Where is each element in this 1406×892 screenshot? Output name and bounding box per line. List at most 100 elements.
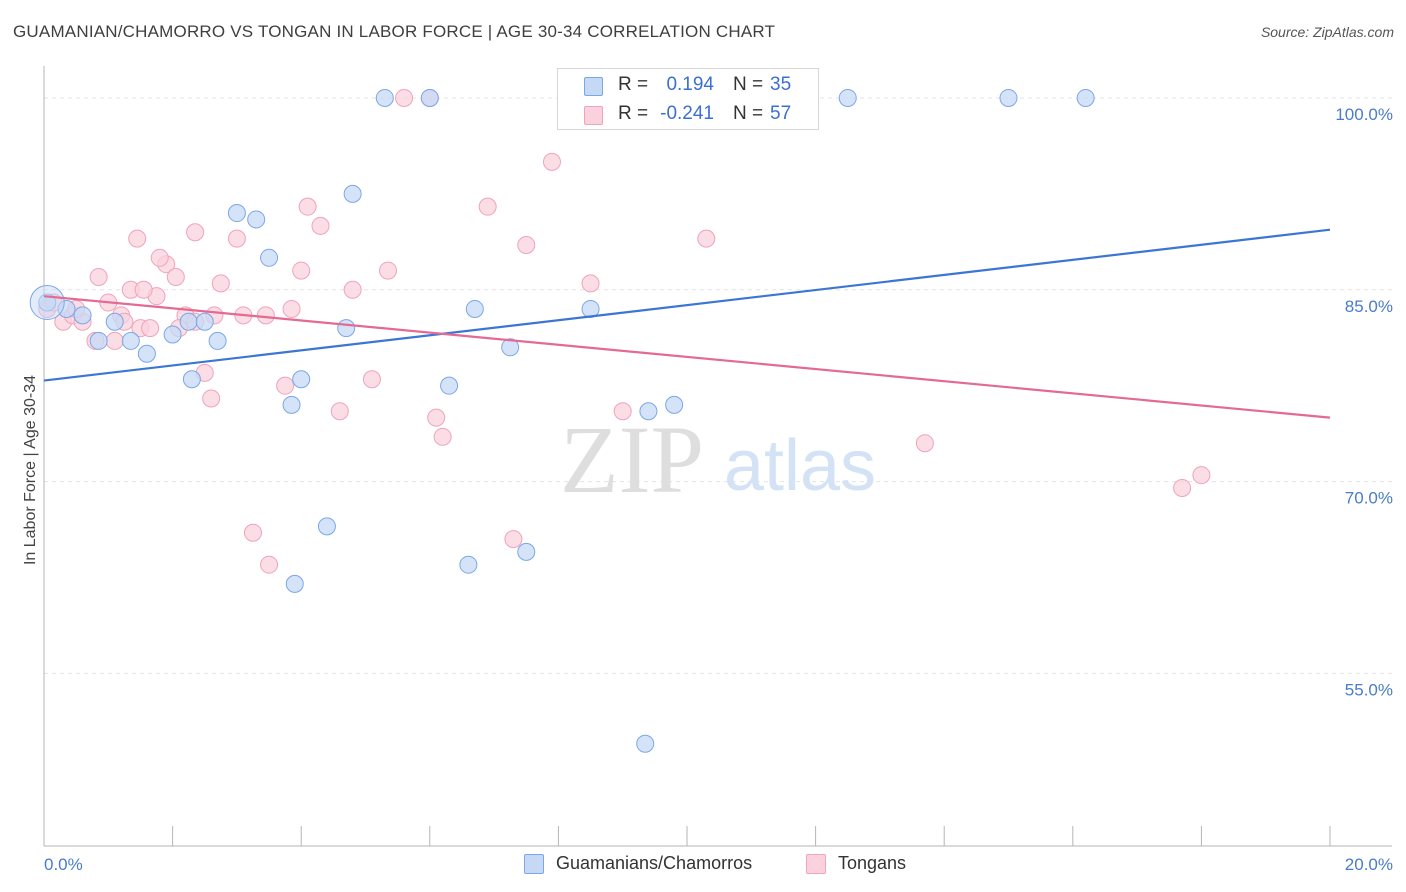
tongan-point: [613, 402, 632, 421]
source-label: Source: ZipAtlas.com: [1260, 24, 1394, 40]
r-value: -0.241: [660, 103, 714, 124]
n-label: N =: [733, 74, 764, 95]
tongan-point: [433, 427, 452, 446]
tongan-point: [478, 197, 497, 216]
tongan-point: [581, 274, 600, 293]
r-label: R =: [618, 103, 649, 124]
tongan-point: [202, 389, 221, 408]
y-tick-label: 55.0%: [1345, 680, 1393, 699]
tongan-point: [243, 523, 262, 542]
guamanian-point: [282, 395, 301, 414]
tongan-point: [227, 229, 246, 248]
grid-lines: [44, 97, 1392, 674]
tongan-point: [395, 88, 414, 107]
guamanian-point: [420, 88, 439, 107]
tongan-point: [504, 530, 523, 549]
tongan-point: [311, 216, 330, 235]
guamanian-point: [1076, 88, 1095, 107]
guamanian-point: [163, 325, 182, 344]
guamanian-point: [636, 734, 655, 753]
tongan-point: [379, 261, 398, 280]
guamanian-point: [375, 88, 394, 107]
y-tick-label: 100.0%: [1335, 105, 1393, 124]
tongan-point: [292, 261, 311, 280]
guamanian-point: [247, 210, 266, 229]
tongan-point: [211, 274, 230, 293]
axes: [43, 66, 1392, 847]
trend-lines: [43, 228, 1331, 419]
n-value: 35: [770, 74, 792, 95]
guamanian-point: [440, 376, 459, 395]
legend-label: Tongans: [838, 853, 907, 873]
guamanian-point: [337, 319, 356, 338]
tongan-point: [915, 434, 934, 453]
tongan-point: [298, 197, 317, 216]
y-tick-label: 85.0%: [1345, 297, 1393, 316]
y-tick-label: 70.0%: [1345, 489, 1393, 508]
stats-row-tongan: R = -0.241 N = 57: [558, 100, 818, 130]
tongan-point: [343, 280, 362, 299]
n-value: 57: [770, 103, 792, 124]
guamanian-point: [260, 248, 279, 267]
tongan-point: [89, 267, 108, 286]
tongan-point: [1192, 466, 1211, 485]
guamanian-trend-line: [43, 228, 1331, 382]
guamanian-point: [317, 517, 336, 536]
watermark-zip: ZIP: [560, 406, 704, 513]
tongan-point: [105, 331, 124, 350]
series-legend: Guamanians/Chamorros Tongans: [0, 851, 1406, 879]
tongan-point: [141, 319, 160, 338]
watermark: ZIP atlas: [560, 406, 876, 513]
tongan-point: [256, 306, 275, 325]
y-axis-label: In Labor Force | Age 30-34: [22, 375, 39, 565]
guamanian-point: [517, 542, 536, 561]
guamanian-point: [501, 338, 520, 357]
r-label: R =: [618, 74, 649, 95]
guamanian-point: [459, 555, 478, 574]
guamanian-point: [182, 370, 201, 389]
tongan-point: [517, 236, 536, 255]
stats-row-guamanian: R = 0.194 N = 35: [558, 71, 818, 101]
data-points: [29, 88, 1211, 753]
guamanian-point: [121, 331, 140, 350]
guamanian-point: [105, 312, 124, 331]
pink-swatch-icon: [584, 106, 603, 125]
tongan-point: [166, 267, 185, 286]
r-value: 0.194: [666, 74, 714, 95]
tongan-point: [427, 408, 446, 427]
watermark-atlas: atlas: [724, 426, 876, 506]
tongan-point: [1173, 478, 1192, 497]
legend-label: Guamanians/Chamorros: [556, 853, 753, 873]
guamanian-cluster-point: [29, 285, 65, 321]
tongan-point: [362, 370, 381, 389]
guamanian-point: [208, 331, 227, 350]
tongan-point: [186, 223, 205, 242]
stats-legend: R = 0.194 N = 35 R = -0.241 N = 57: [557, 68, 819, 130]
tongan-point: [697, 229, 716, 248]
guamanian-point: [179, 312, 198, 331]
blue-swatch-icon: [584, 77, 603, 96]
guamanian-point: [285, 574, 304, 593]
x-tick-label: 20.0%: [1345, 855, 1393, 874]
tongan-point: [276, 376, 295, 395]
guamanian-point: [137, 344, 156, 363]
tongan-point: [134, 280, 153, 299]
guamanian-point: [665, 395, 684, 414]
tick-labels: 55.0% 70.0% 85.0% 100.0% 0.0% 20.0%: [44, 105, 1393, 874]
pink-swatch-icon: [806, 854, 826, 874]
guamanian-point: [73, 306, 92, 325]
guamanian-point: [227, 204, 246, 223]
guamanian-point: [999, 88, 1018, 107]
tongan-point: [128, 229, 147, 248]
chart-title: GUAMANIAN/CHAMORRO VS TONGAN IN LABOR FO…: [13, 22, 776, 41]
tongan-point: [542, 152, 561, 171]
guamanian-point: [195, 312, 214, 331]
n-label: N =: [733, 103, 764, 124]
x-tick-label: 0.0%: [44, 855, 83, 874]
guamanian-point: [292, 370, 311, 389]
tongan-point: [282, 299, 301, 318]
guamanian-point: [343, 184, 362, 203]
tongan-point: [150, 248, 169, 267]
tongan-point: [260, 555, 279, 574]
